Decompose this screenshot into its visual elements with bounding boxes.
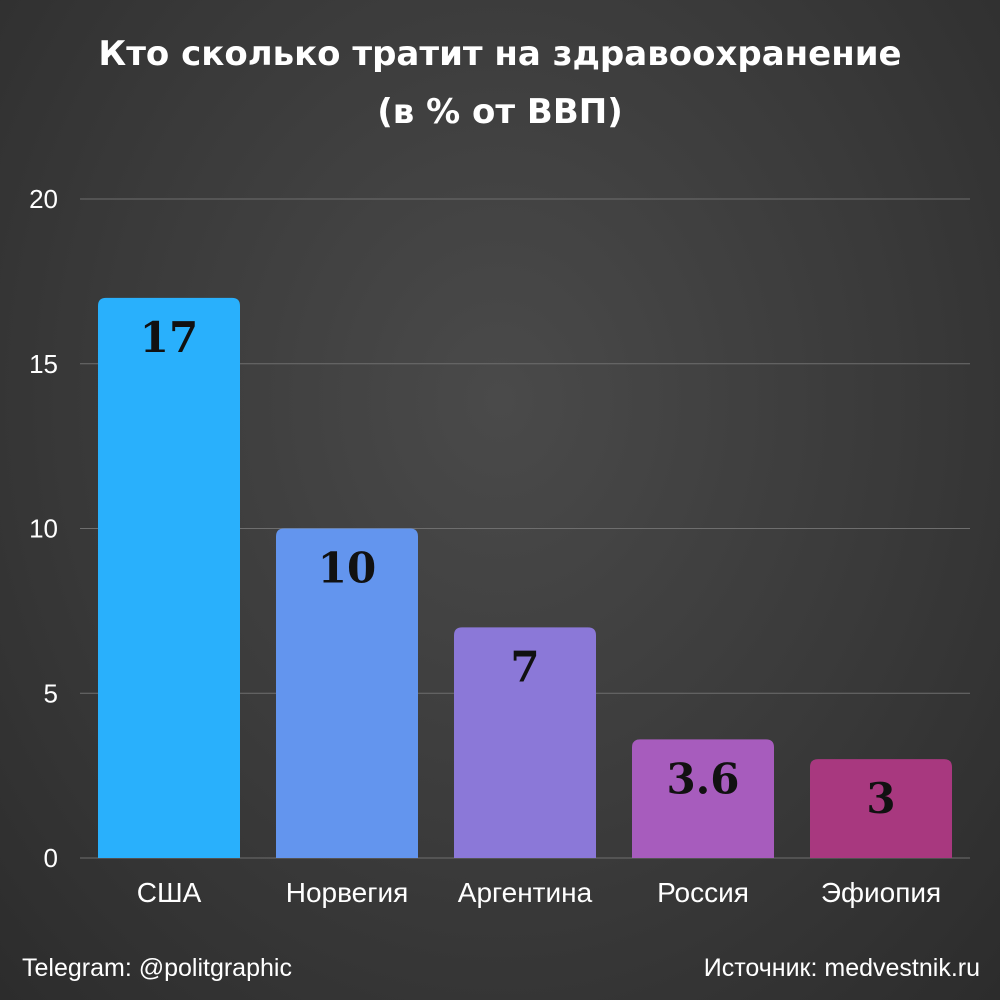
y-tick-label: 5 bbox=[44, 678, 58, 708]
y-tick-label: 10 bbox=[29, 514, 58, 544]
x-tick-label: Эфиопия bbox=[821, 877, 941, 908]
y-tick-label: 15 bbox=[29, 349, 58, 379]
data-labels: 17 10 7 3.6 3 bbox=[140, 313, 896, 823]
x-tick-label: Норвегия bbox=[286, 877, 409, 908]
data-label: 17 bbox=[140, 313, 198, 362]
bars bbox=[98, 297, 952, 859]
source-credit: Источник: medvestnik.ru bbox=[703, 954, 980, 982]
y-axis-ticks: 0 5 10 15 20 bbox=[29, 184, 58, 873]
bar-4 bbox=[632, 739, 774, 858]
data-label: 3.6 bbox=[666, 754, 739, 803]
bar-2 bbox=[276, 528, 418, 858]
y-tick-label: 20 bbox=[29, 184, 58, 214]
x-tick-label: Аргентина bbox=[458, 877, 593, 908]
x-tick-label: США bbox=[137, 877, 202, 908]
bar-1 bbox=[98, 297, 240, 859]
data-label: 3 bbox=[866, 774, 895, 823]
x-tick-label: Россия bbox=[657, 877, 749, 908]
chart-subtitle: (в % от ВВП) bbox=[377, 92, 623, 132]
chart-title: Кто сколько тратит на здравоохранение bbox=[98, 34, 902, 74]
x-axis-ticks: США Норвегия Аргентина Россия Эфиопия bbox=[137, 877, 941, 908]
data-label: 10 bbox=[318, 544, 376, 593]
y-tick-label: 0 bbox=[44, 843, 58, 873]
telegram-credit: Telegram: @politgraphic bbox=[22, 954, 292, 982]
bar-5 bbox=[810, 759, 952, 858]
data-label: 7 bbox=[510, 642, 539, 691]
bar-3 bbox=[454, 627, 596, 858]
